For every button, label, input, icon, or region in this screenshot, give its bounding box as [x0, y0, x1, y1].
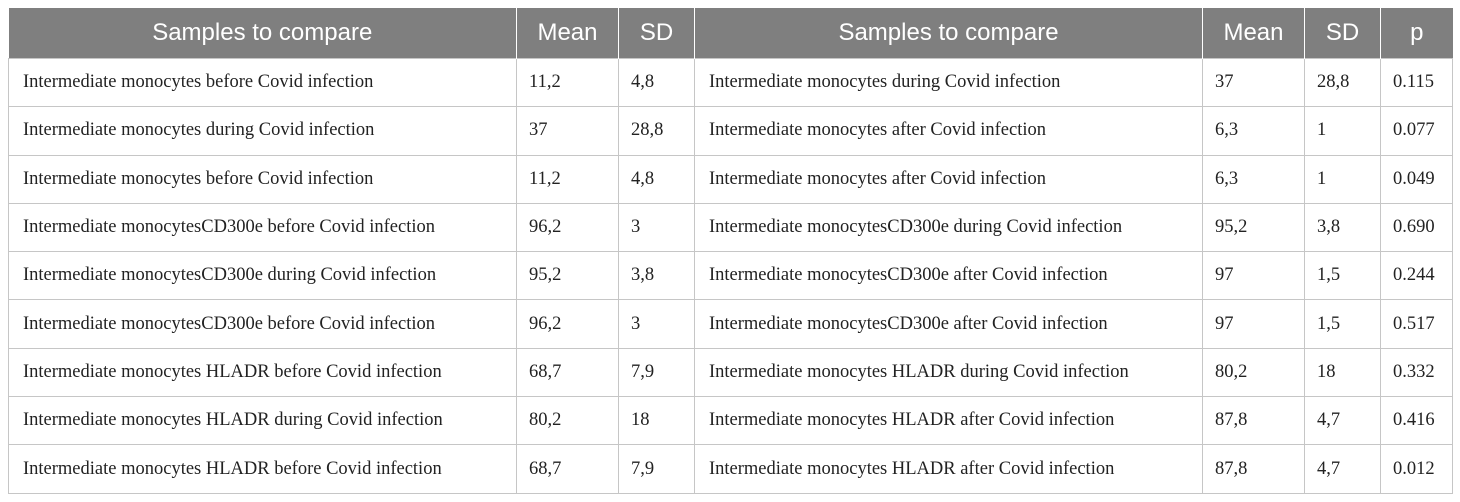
p-value-cell: 0.049	[1380, 154, 1453, 204]
sample-b-cell: Intermediate monocytes after Covid infec…	[694, 106, 1203, 156]
mean-b-cell: 80,2	[1202, 347, 1305, 398]
mean-a-cell: 68,7	[516, 444, 619, 494]
sample-a-cell: Intermediate monocytesCD300e before Covi…	[8, 202, 517, 253]
header-sd-left: SD	[618, 8, 695, 59]
header-sd-right: SD	[1304, 8, 1381, 59]
sample-a-cell: Intermediate monocytes HLADR before Covi…	[8, 444, 517, 494]
sample-b-cell: Intermediate monocytesCD300e after Covid…	[694, 251, 1203, 301]
mean-b-cell: 37	[1202, 57, 1305, 108]
sample-a-cell: Intermediate monocytesCD300e during Covi…	[8, 251, 517, 301]
sample-b-cell: Intermediate monocytes during Covid infe…	[694, 57, 1203, 108]
sample-b-cell: Intermediate monocytes after Covid infec…	[694, 154, 1203, 204]
table-row: Intermediate monocytes HLADR before Covi…	[8, 347, 1453, 398]
table-row: Intermediate monocytesCD300e before Covi…	[8, 299, 1453, 349]
sd-a-cell: 3,8	[618, 251, 695, 301]
sd-b-cell: 4,7	[1304, 444, 1381, 494]
sample-b-cell: Intermediate monocytes HLADR after Covid…	[694, 444, 1203, 494]
mean-a-cell: 11,2	[516, 154, 619, 204]
sample-a-cell: Intermediate monocytes during Covid infe…	[8, 106, 517, 156]
header-samples-right: Samples to compare	[694, 8, 1203, 59]
table-body: Intermediate monocytes before Covid infe…	[8, 57, 1453, 494]
header-samples-left: Samples to compare	[8, 8, 517, 59]
p-value-cell: 0.115	[1380, 57, 1453, 108]
table-row: Intermediate monocytes HLADR during Covi…	[8, 396, 1453, 446]
sd-b-cell: 1,5	[1304, 299, 1381, 349]
mean-a-cell: 11,2	[516, 57, 619, 108]
mean-b-cell: 87,8	[1202, 396, 1305, 446]
mean-a-cell: 96,2	[516, 202, 619, 253]
sd-a-cell: 3	[618, 299, 695, 349]
sample-b-cell: Intermediate monocytesCD300e during Covi…	[694, 202, 1203, 253]
mean-a-cell: 80,2	[516, 396, 619, 446]
sd-b-cell: 1	[1304, 154, 1381, 204]
sample-a-cell: Intermediate monocytes before Covid infe…	[8, 154, 517, 204]
sd-b-cell: 1,5	[1304, 251, 1381, 301]
sample-b-cell: Intermediate monocytes HLADR after Covid…	[694, 396, 1203, 446]
sd-b-cell: 3,8	[1304, 202, 1381, 253]
header-mean-left: Mean	[516, 8, 619, 59]
sd-a-cell: 3	[618, 202, 695, 253]
sample-a-cell: Intermediate monocytesCD300e before Covi…	[8, 299, 517, 349]
header-mean-right: Mean	[1202, 8, 1305, 59]
p-value-cell: 0.012	[1380, 444, 1453, 494]
table-row: Intermediate monocytesCD300e during Covi…	[8, 251, 1453, 301]
table-header: Samples to compare Mean SD Samples to co…	[8, 8, 1453, 59]
mean-a-cell: 95,2	[516, 251, 619, 301]
p-value-cell: 0.332	[1380, 347, 1453, 398]
table-row: Intermediate monocytesCD300e before Covi…	[8, 202, 1453, 253]
table-row: Intermediate monocytes before Covid infe…	[8, 154, 1453, 204]
mean-b-cell: 87,8	[1202, 444, 1305, 494]
sample-a-cell: Intermediate monocytes HLADR before Covi…	[8, 347, 517, 398]
sd-a-cell: 28,8	[618, 106, 695, 156]
header-p: p	[1380, 8, 1453, 59]
table-row: Intermediate monocytes before Covid infe…	[8, 57, 1453, 108]
mean-b-cell: 97	[1202, 251, 1305, 301]
mean-a-cell: 37	[516, 106, 619, 156]
p-value-cell: 0.690	[1380, 202, 1453, 253]
mean-b-cell: 97	[1202, 299, 1305, 349]
sd-a-cell: 4,8	[618, 57, 695, 108]
sd-a-cell: 7,9	[618, 444, 695, 494]
sd-a-cell: 4,8	[618, 154, 695, 204]
p-value-cell: 0.416	[1380, 396, 1453, 446]
sd-b-cell: 28,8	[1304, 57, 1381, 108]
sample-b-cell: Intermediate monocytesCD300e after Covid…	[694, 299, 1203, 349]
sample-b-cell: Intermediate monocytes HLADR during Covi…	[694, 347, 1203, 398]
table-row: Intermediate monocytes HLADR before Covi…	[8, 444, 1453, 494]
mean-a-cell: 96,2	[516, 299, 619, 349]
mean-b-cell: 6,3	[1202, 154, 1305, 204]
mean-b-cell: 95,2	[1202, 202, 1305, 253]
sd-a-cell: 7,9	[618, 347, 695, 398]
sample-a-cell: Intermediate monocytes before Covid infe…	[8, 57, 517, 108]
mean-a-cell: 68,7	[516, 347, 619, 398]
mean-b-cell: 6,3	[1202, 106, 1305, 156]
sample-a-cell: Intermediate monocytes HLADR during Covi…	[8, 396, 517, 446]
p-value-cell: 0.077	[1380, 106, 1453, 156]
sd-b-cell: 18	[1304, 347, 1381, 398]
header-row: Samples to compare Mean SD Samples to co…	[8, 8, 1453, 59]
sd-a-cell: 18	[618, 396, 695, 446]
p-value-cell: 0.244	[1380, 251, 1453, 301]
table-row: Intermediate monocytes during Covid infe…	[8, 106, 1453, 156]
p-value-cell: 0.517	[1380, 299, 1453, 349]
comparison-table: Samples to compare Mean SD Samples to co…	[8, 8, 1453, 494]
sd-b-cell: 4,7	[1304, 396, 1381, 446]
sd-b-cell: 1	[1304, 106, 1381, 156]
